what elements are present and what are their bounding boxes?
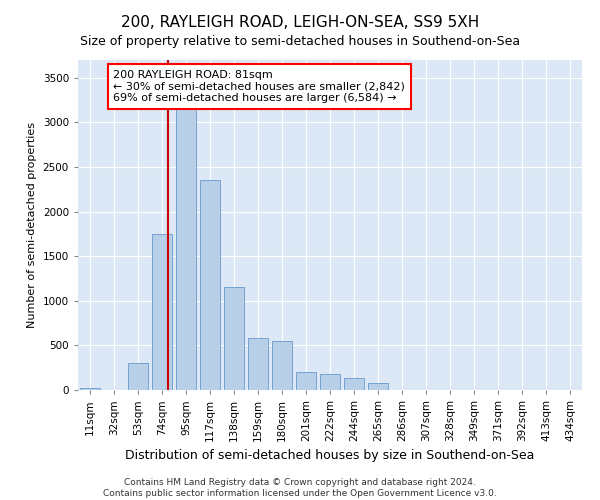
Text: Size of property relative to semi-detached houses in Southend-on-Sea: Size of property relative to semi-detach… <box>80 35 520 48</box>
Y-axis label: Number of semi-detached properties: Number of semi-detached properties <box>27 122 37 328</box>
Bar <box>128 363 148 390</box>
X-axis label: Distribution of semi-detached houses by size in Southend-on-Sea: Distribution of semi-detached houses by … <box>125 450 535 462</box>
Bar <box>296 372 316 390</box>
Bar <box>272 341 292 390</box>
Text: 200 RAYLEIGH ROAD: 81sqm
← 30% of semi-detached houses are smaller (2,842)
69% o: 200 RAYLEIGH ROAD: 81sqm ← 30% of semi-d… <box>113 70 405 103</box>
Bar <box>176 88 196 390</box>
Bar <box>200 180 220 390</box>
Bar <box>320 374 340 390</box>
Bar <box>368 383 388 390</box>
Bar <box>344 378 364 390</box>
Bar <box>224 288 244 390</box>
Bar <box>248 338 268 390</box>
Bar <box>152 234 172 390</box>
Text: 200, RAYLEIGH ROAD, LEIGH-ON-SEA, SS9 5XH: 200, RAYLEIGH ROAD, LEIGH-ON-SEA, SS9 5X… <box>121 15 479 30</box>
Text: Contains HM Land Registry data © Crown copyright and database right 2024.
Contai: Contains HM Land Registry data © Crown c… <box>103 478 497 498</box>
Bar <box>80 388 100 390</box>
